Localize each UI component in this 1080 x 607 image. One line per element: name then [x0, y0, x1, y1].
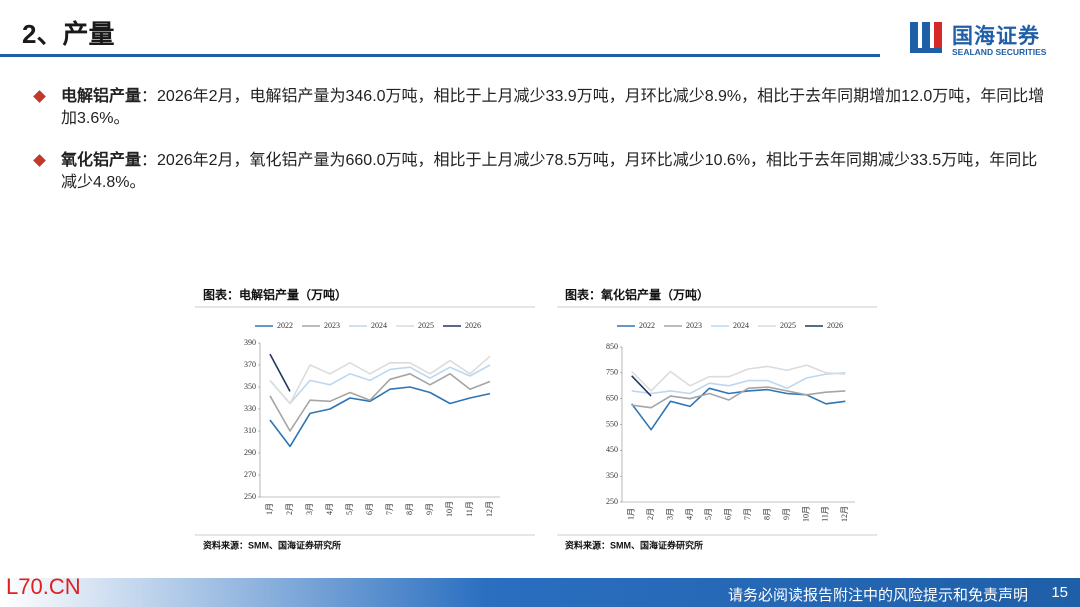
legend-label: 2025 [418, 321, 434, 330]
x-tick-label: 1月 [627, 508, 636, 520]
x-tick-label: 12月 [485, 501, 494, 517]
y-tick-label: 350 [244, 382, 256, 391]
series-line [269, 373, 491, 432]
logo-cn: 国海证券 [952, 25, 1040, 48]
x-tick-label: 7月 [743, 508, 752, 520]
y-tick-label: 390 [244, 338, 256, 347]
series-line [269, 364, 491, 405]
legend-label: 2026 [827, 321, 843, 330]
y-tick-label: 370 [244, 360, 256, 369]
watermark: L70.CN [6, 574, 81, 599]
series-line [631, 387, 846, 431]
x-tick-label: 4月 [685, 508, 694, 520]
source: 资料来源：SMM、国海证券研究所 [565, 539, 703, 550]
series-line [631, 375, 652, 397]
y-tick-label: 550 [606, 419, 618, 428]
x-tick-label: 6月 [365, 503, 374, 515]
x-tick-label: 7月 [385, 503, 394, 515]
bullet-label: 氧化铝产量 [61, 152, 142, 169]
legend-label: 2024 [371, 321, 387, 330]
x-tick-label: 10月 [801, 506, 810, 522]
x-tick-label: 3月 [305, 503, 314, 515]
x-tick-label: 8月 [405, 503, 414, 515]
chart-title: 图表：氧化铝产量（万吨） [565, 287, 709, 302]
y-tick-label: 330 [244, 404, 256, 413]
y-tick-label: 250 [606, 497, 618, 506]
chart: 图表：电解铝产量（万吨） 资料来源：SMM、国海证券研究所 250 270 290 310… [195, 287, 535, 550]
x-tick-label: 1月 [265, 503, 274, 515]
header-rule [0, 54, 880, 57]
legend-label: 2022 [277, 321, 293, 330]
page-number: 15 [1051, 584, 1068, 601]
series-line [269, 386, 491, 448]
disclaimer: 请务必阅读报告附注中的风险提示和免责声明 [727, 587, 1028, 604]
bullet-text: ：2026年2月，氧化铝产量为660.0万吨，相比于上月减少78.5万吨，月环比… [61, 152, 1038, 191]
y-tick-label: 350 [606, 471, 618, 480]
x-tick-label: 8月 [762, 508, 771, 520]
bullet-label: 电解铝产量 [61, 88, 142, 105]
bullet-text: ：2026年2月，电解铝产量为346.0万吨，相比于上月减少33.9万吨，月环比… [61, 88, 1045, 127]
x-tick-label: 6月 [724, 508, 733, 520]
x-tick-label: 4月 [325, 503, 334, 515]
x-tick-label: 12月 [840, 506, 849, 522]
chart: 图表：氧化铝产量（万吨） 资料来源：SMM、国海证券研究所 250 350 450 550… [557, 287, 877, 550]
series-line [631, 386, 846, 409]
footer-bar: 请务必阅读报告附注中的风险提示和免责声明 15 [0, 578, 1080, 607]
x-tick-label: 11月 [465, 501, 474, 517]
y-tick-label: 310 [244, 426, 256, 435]
y-tick-label: 750 [606, 368, 618, 377]
x-tick-label: 9月 [425, 503, 434, 515]
bullet: 氧化铝产量：2026年2月，氧化铝产量为660.0万吨，相比于上月减少78.5万… [33, 150, 1045, 194]
y-tick-label: 450 [606, 445, 618, 454]
x-tick-label: 5月 [704, 508, 713, 520]
legend-label: 2025 [780, 321, 796, 330]
legend-label: 2022 [639, 321, 655, 330]
bullet: 电解铝产量：2026年2月，电解铝产量为346.0万吨，相比于上月减少33.9万… [33, 86, 1045, 130]
logo-en: SEALAND SECURITIES [952, 47, 1047, 57]
y-tick-label: 270 [244, 470, 256, 479]
x-tick-label: 5月 [345, 503, 354, 515]
legend-label: 2023 [686, 321, 702, 330]
x-tick-label: 3月 [665, 508, 674, 520]
series-line [269, 355, 491, 405]
series-line [631, 372, 846, 395]
y-tick-label: 650 [606, 393, 618, 402]
chart-title: 图表：电解铝产量（万吨） [203, 287, 347, 302]
y-tick-label: 250 [244, 492, 256, 501]
series-line [269, 353, 291, 392]
y-tick-label: 850 [606, 342, 618, 351]
y-tick-label: 290 [244, 448, 256, 457]
x-tick-label: 9月 [782, 508, 791, 520]
x-tick-label: 10月 [445, 501, 454, 517]
series-line [631, 364, 846, 392]
legend-label: 2023 [324, 321, 340, 330]
legend-label: 2026 [465, 321, 481, 330]
x-tick-label: 11月 [821, 506, 830, 522]
section-title: 2、产量 [22, 19, 115, 49]
source: 资料来源：SMM、国海证券研究所 [203, 539, 341, 550]
legend-label: 2024 [733, 321, 749, 330]
logo: 国海证券 SEALAND SECURITIES [908, 18, 1068, 60]
logo-icon [910, 22, 942, 53]
x-tick-label: 2月 [646, 508, 655, 520]
x-tick-label: 2月 [285, 503, 294, 515]
